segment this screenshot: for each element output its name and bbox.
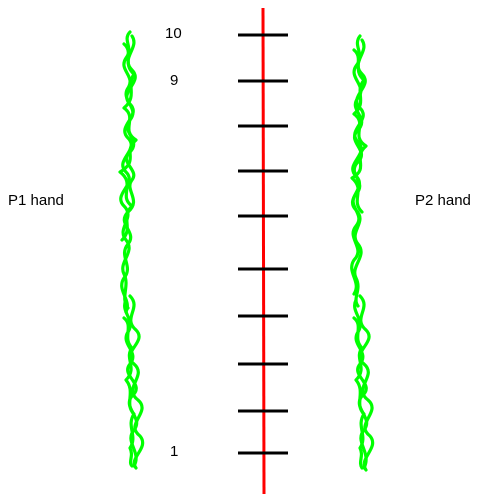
p1-hand-label: P1 hand bbox=[8, 192, 64, 209]
track-line bbox=[261, 7, 266, 495]
tick-label-10: 10 bbox=[165, 25, 182, 42]
tick-label-9: 9 bbox=[170, 72, 179, 89]
score-track bbox=[238, 7, 288, 495]
p2-hand-scribble-icon bbox=[350, 34, 375, 472]
tick-label-1: 1 bbox=[170, 443, 179, 460]
p2-hand-label: P2 hand bbox=[415, 192, 471, 209]
p1-hand-scribble-icon bbox=[118, 30, 145, 470]
